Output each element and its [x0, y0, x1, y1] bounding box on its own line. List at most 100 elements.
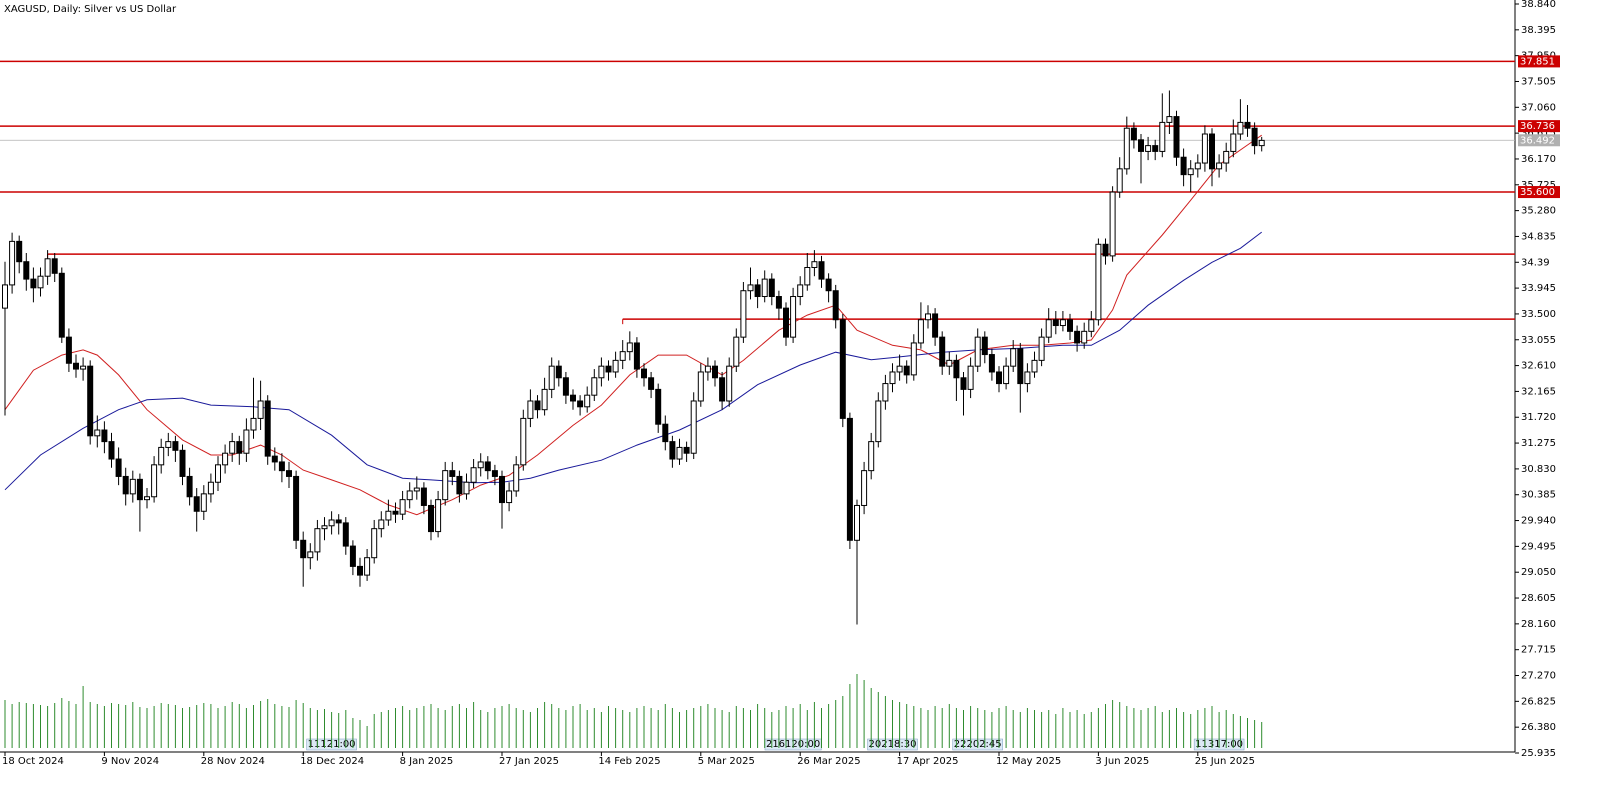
y-tick-label: 38.395	[1521, 25, 1556, 36]
volume-bar	[4, 700, 6, 748]
candle-body	[136, 478, 143, 501]
y-tick-label: 33.500	[1521, 309, 1556, 320]
volume-bar	[884, 696, 886, 748]
volume-bar	[160, 703, 162, 748]
volume-bar	[466, 708, 467, 748]
candle-body	[626, 342, 633, 353]
volume-bar	[167, 704, 169, 748]
candle-body	[1074, 330, 1081, 344]
candle-body	[1223, 150, 1230, 164]
y-tick-label: 31.275	[1521, 438, 1556, 449]
candle-body	[58, 272, 65, 338]
volume-bar	[1083, 714, 1085, 748]
volume-bar	[998, 708, 1000, 748]
candle-body	[932, 313, 939, 338]
candle-body	[1102, 243, 1109, 257]
volume-bar	[1055, 714, 1057, 748]
volume-bar	[1204, 708, 1206, 748]
volume-bar	[636, 708, 638, 748]
volume-bar	[1012, 710, 1014, 748]
candle-body	[1031, 359, 1038, 373]
volume-bar	[153, 706, 155, 748]
candle-body	[1166, 116, 1173, 123]
volume-bar	[892, 700, 893, 748]
volume-bar	[1026, 708, 1028, 748]
candle-body	[215, 464, 221, 483]
y-tick-label: 29.050	[1521, 567, 1556, 578]
candle-body	[775, 296, 782, 309]
volume-bar	[1190, 714, 1192, 748]
candle-body	[690, 400, 697, 454]
volume-bar	[977, 708, 979, 748]
y-tick-label: 26.380	[1521, 722, 1556, 733]
candle-body	[1130, 127, 1137, 141]
volume-bar	[593, 708, 595, 748]
volume-bar	[1097, 708, 1099, 748]
candle-body	[534, 400, 541, 411]
volume-bar	[572, 706, 574, 748]
candle-body	[470, 467, 477, 483]
level-label: 37.851	[1520, 56, 1555, 67]
volume-bar	[693, 708, 695, 748]
y-tick-label: 38.840	[1521, 0, 1556, 10]
candle-body	[1244, 121, 1251, 129]
volume-bar	[61, 698, 63, 748]
candle-body	[1258, 139, 1265, 147]
volume-bar	[955, 708, 957, 748]
volume-bar	[373, 714, 375, 748]
y-tick-label: 26.825	[1521, 696, 1556, 707]
candle-body	[903, 365, 910, 376]
level-label-box	[1518, 55, 1560, 68]
candle-body	[321, 525, 328, 530]
y-tick-label: 33.055	[1521, 335, 1556, 346]
x-tick-label: 18 Dec 2024	[300, 756, 364, 767]
volume-bar	[650, 708, 652, 748]
candle-body	[1045, 319, 1052, 338]
candle-body	[477, 461, 484, 469]
volume-bar	[231, 702, 233, 748]
x-tick-label: 14 Feb 2025	[598, 756, 660, 767]
candle-body	[44, 258, 51, 277]
volume-bar	[757, 704, 759, 748]
candle-body	[51, 258, 58, 274]
volume-bar	[501, 706, 503, 748]
volume-bar	[1211, 706, 1213, 748]
x-tick-label: 3 Jun 2025	[1095, 756, 1149, 767]
volume-bar	[629, 712, 631, 748]
volume-bar	[238, 704, 240, 748]
volume-bar	[324, 709, 325, 748]
y-tick-label: 30.830	[1521, 464, 1556, 475]
candle-body	[562, 377, 569, 396]
volume-bar	[1048, 710, 1050, 748]
volume-bar	[664, 704, 666, 748]
volume-bar	[856, 674, 858, 748]
volume-bar	[309, 708, 311, 748]
candle-body	[385, 510, 392, 521]
volume-bar	[700, 706, 702, 748]
candle-body	[889, 371, 896, 385]
volume-bar	[970, 706, 972, 748]
moving-average	[4, 231, 1263, 491]
candle-body	[1095, 243, 1102, 321]
volume-bar	[203, 703, 205, 748]
y-tick-label: 28.160	[1521, 619, 1556, 630]
candle-body	[1209, 133, 1215, 170]
candle-body	[179, 449, 186, 477]
y-tick-label: 34.835	[1521, 231, 1556, 242]
volume-bar	[437, 708, 439, 748]
candle-body	[1159, 121, 1166, 152]
candle-body	[967, 365, 974, 390]
volume-bar	[764, 708, 766, 748]
volume-bar	[1112, 700, 1114, 748]
candle-body	[548, 365, 555, 390]
volume-bar	[125, 705, 127, 748]
level-label-box	[1518, 120, 1560, 133]
x-tick-label: 5 Mar 2025	[698, 756, 755, 767]
volume-bar	[295, 700, 297, 748]
volume-bar	[1168, 710, 1170, 748]
volume-bar	[1232, 714, 1234, 748]
volume-bar	[494, 708, 496, 748]
volume-bar	[728, 712, 730, 748]
volume-bar	[899, 702, 901, 748]
